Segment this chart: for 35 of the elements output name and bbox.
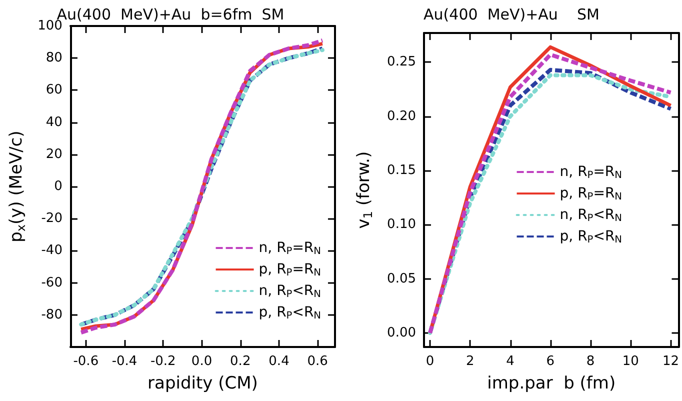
x-tick-label: 8 [586,354,595,369]
y-tick-label: -40 [41,243,62,258]
y-tick-label: 0.25 [387,54,416,70]
x-tick-label: 0 [426,354,434,369]
y-tick-label: 40 [46,114,62,130]
x-tick-label: 0.4 [268,354,290,369]
x-tick-label: -0.4 [112,354,138,369]
x-tick-label: 0.0 [191,354,212,369]
x-tick-label: 10 [622,354,639,369]
y-tick-label: 0.10 [387,217,416,232]
y-tick-label: 0.15 [387,163,416,178]
y-tick-label: 100 [38,18,62,34]
y-axis-title: px(y) (MeV/c) [6,130,28,242]
x-tick-label: 2 [466,354,474,369]
y-tick-label: 20 [46,146,62,162]
y-tick-label: 60 [46,82,62,98]
x-axis-title: imp.par b (fm) [487,374,616,394]
y-tick-label: 0.00 [387,325,416,340]
x-axis-title: rapidity (CM) [148,374,258,394]
x-tick-label: 6 [546,354,555,369]
y-axis-title: v1 (forw.) [354,151,375,229]
x-tick-label: 12 [662,354,679,369]
x-tick-label: 0.2 [230,354,251,369]
chart-title: Au(400 MeV)+Au SM [424,6,600,24]
x-tick-label: 0.6 [307,354,328,369]
y-tick-label: 0.05 [387,271,416,286]
x-tick-label: -0.2 [150,354,176,369]
y-tick-label: 80 [46,50,62,66]
x-tick-label: 4 [506,354,514,369]
y-tick-label: -60 [41,275,62,290]
y-tick-label: -80 [41,307,62,322]
x-tick-label: -0.6 [73,354,99,369]
y-tick-label: 0 [54,179,62,194]
y-tick-label: 0.20 [387,108,416,124]
y-tick-label: -20 [41,211,62,226]
